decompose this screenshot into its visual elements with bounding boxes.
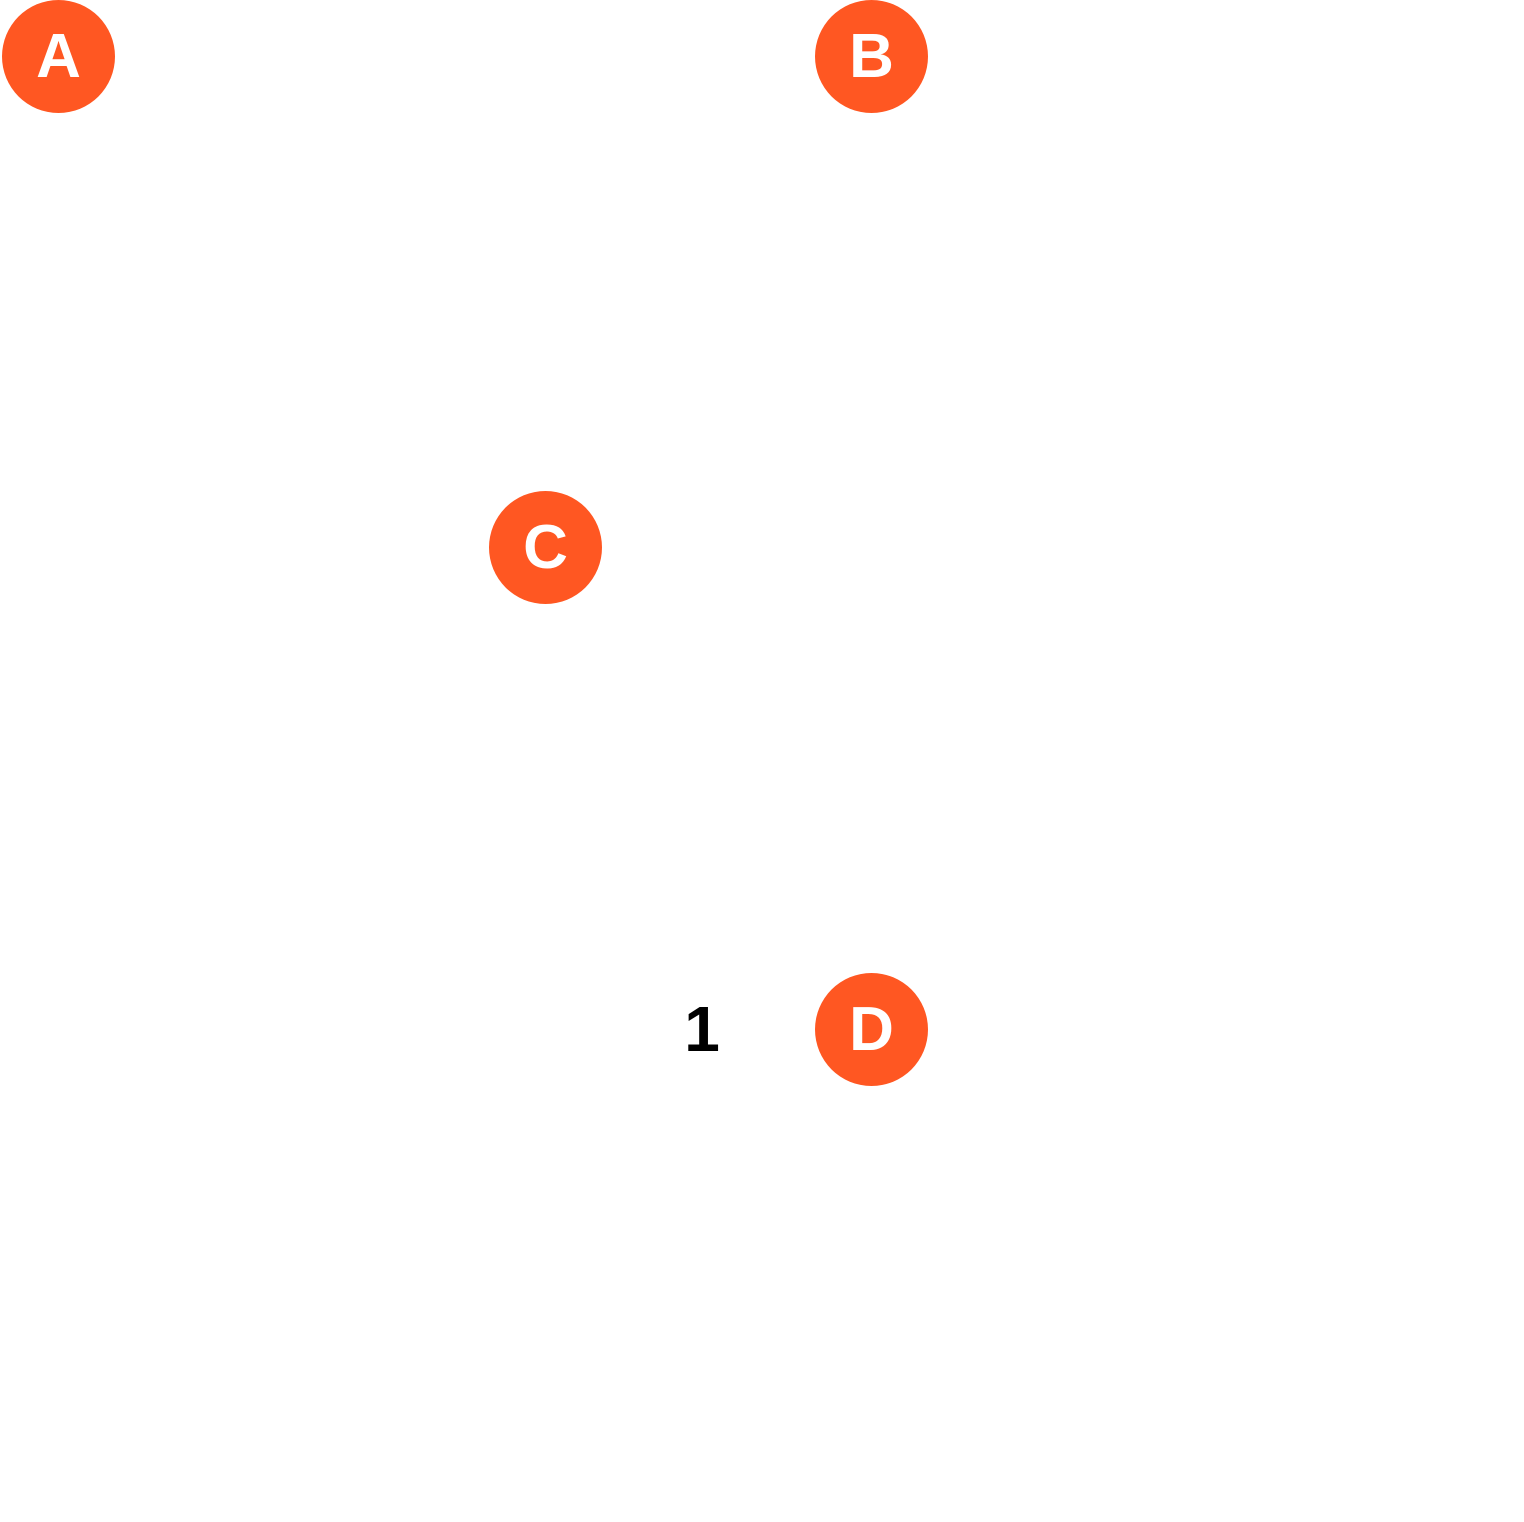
marker-d[interactable]: D	[815, 973, 928, 1086]
marker-b[interactable]: B	[815, 0, 928, 113]
marker-a[interactable]: A	[2, 0, 115, 113]
marker-c[interactable]: C	[489, 491, 602, 604]
number-label: 1	[684, 993, 720, 1065]
